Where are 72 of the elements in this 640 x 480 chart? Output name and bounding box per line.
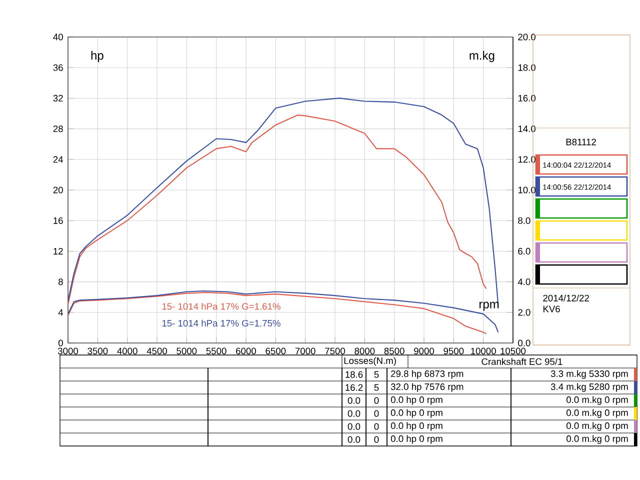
y2-tick-label: 12.0 xyxy=(518,156,536,163)
y2-tick-label: 20.0 xyxy=(518,34,536,40)
y-tick-label: 20 xyxy=(53,186,63,194)
y2-tick-label: 6.0 xyxy=(518,248,530,255)
x-tick-label: 7500 xyxy=(325,348,346,354)
text: 15- 1014 hPa 17% G=1.61% xyxy=(162,302,280,310)
y2-tick-label: 2.0 xyxy=(518,309,530,316)
x-tick-label: 8000 xyxy=(354,348,375,354)
x-tick-label: 3500 xyxy=(88,348,108,354)
y-tick-label: 0 xyxy=(58,340,63,346)
y2-tick-label: 10.0 xyxy=(518,186,536,194)
text: Losses(N.m) xyxy=(344,357,396,366)
x-tick-label: 4500 xyxy=(146,348,168,354)
text: 0.0 xyxy=(348,423,360,430)
text: 18.6 xyxy=(346,371,363,378)
text: 0.0 xyxy=(348,410,360,417)
y2-tick-label: 8.0 xyxy=(518,217,530,224)
y2-tick-label: 0.0 xyxy=(518,340,530,346)
y2-tick-label: 4.0 xyxy=(518,278,530,286)
text: 0.0 m.kg 0 rpm xyxy=(566,422,628,431)
y-tick-label: 28 xyxy=(53,126,63,132)
y-tick-label: 16 xyxy=(54,217,63,224)
y-tick-label: 40 xyxy=(53,34,63,40)
text: 16.2 xyxy=(346,384,363,391)
text: 0 xyxy=(374,423,379,430)
x-tick-label: 6500 xyxy=(266,348,286,354)
x-tick-label: 4000 xyxy=(117,348,138,354)
text: 2014/12/22 xyxy=(543,294,589,302)
text: 0.0 xyxy=(348,436,360,443)
y-tick-label: 8 xyxy=(58,278,63,286)
x-tick-label: 8500 xyxy=(384,348,404,354)
x-tick-label: 9500 xyxy=(444,348,464,354)
y-tick-label: 4 xyxy=(58,309,64,316)
y2-tick-label: 16.0 xyxy=(518,94,536,102)
text: KV6 xyxy=(543,306,560,312)
text: 0.0 m.kg 0 rpm xyxy=(566,409,628,418)
text: 3.3 m.kg 5330 rpm xyxy=(550,370,628,379)
text: 0 xyxy=(374,397,379,404)
text: 0 xyxy=(374,410,379,417)
text: 0.0 xyxy=(348,397,360,404)
x-tick-label: 9000 xyxy=(414,348,434,354)
x-tick-label: 10000 xyxy=(471,348,496,354)
y-axis-title: hp xyxy=(91,50,104,62)
y2-tick-label: 18.0 xyxy=(518,64,536,71)
text: 0.0 hp 0 rpm xyxy=(390,409,442,418)
y2-tick-label: 14.0 xyxy=(518,126,536,132)
y-tick-label: 32 xyxy=(53,94,63,102)
text: 5 xyxy=(374,384,379,391)
text: 0.0 m.kg 0 rpm xyxy=(566,396,628,405)
x-tick-label: 6000 xyxy=(236,348,256,354)
text: B81112 xyxy=(566,138,596,146)
text: 0.0 hp 0 rpm xyxy=(390,396,442,405)
text: 0.0 hp 0 rpm xyxy=(390,422,442,431)
text: Crankshaft EC 95/1 xyxy=(482,358,562,365)
x-tick-label: 7000 xyxy=(295,348,316,354)
text: 0.0 m.kg 0 rpm xyxy=(566,435,628,444)
x-axis-title: rpm xyxy=(480,302,499,311)
x-tick-label: 5500 xyxy=(206,348,226,354)
text: 0.0 hp 0 rpm xyxy=(390,435,442,444)
text: 32.0 hp 7576 rpm xyxy=(390,383,464,392)
y2-axis-title: m.kg xyxy=(470,50,494,62)
y-tick-label: 12 xyxy=(54,248,63,254)
x-tick-label: 5000 xyxy=(176,348,197,354)
text: 3.4 m.kg 5280 rpm xyxy=(550,383,628,392)
y-tick-label: 24 xyxy=(53,156,64,163)
text: 15- 1014 hPa 17% G=1.75% xyxy=(162,320,280,327)
text: 0 xyxy=(374,436,379,443)
text: 29.8 hp 6873 rpm xyxy=(391,370,464,379)
x-tick-label: 10500 xyxy=(500,348,526,354)
text: 5 xyxy=(374,371,379,378)
x-tick-label: 3000 xyxy=(58,348,78,354)
y-tick-label: 36 xyxy=(53,64,63,71)
